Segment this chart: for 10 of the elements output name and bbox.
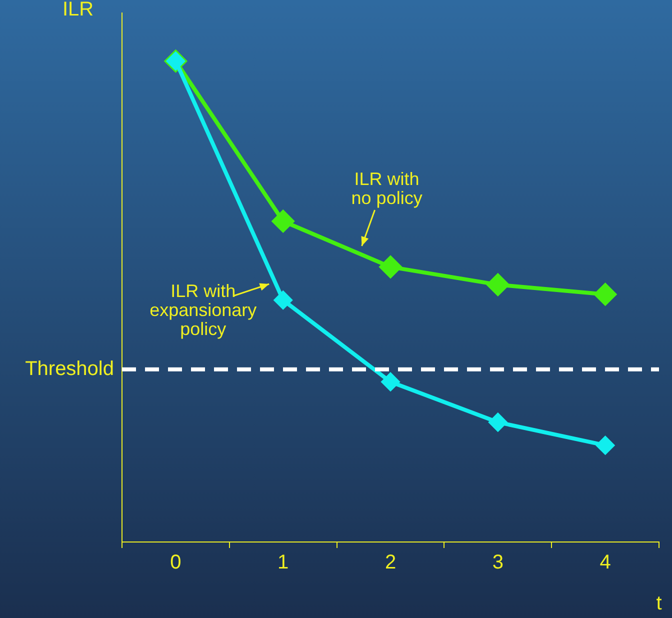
x-axis-title: t: [656, 592, 662, 615]
annotation: ILR with expansionary policy: [150, 280, 257, 339]
x-tick-label: 0: [170, 552, 182, 574]
ref-line-label: Threshold: [25, 358, 114, 380]
y-axis-title: ILR: [62, 0, 94, 21]
x-tick-label: 2: [384, 552, 396, 574]
x-tick-label: 1: [278, 552, 289, 574]
x-tick-label: 3: [492, 552, 504, 574]
x-tick-label: 4: [600, 552, 611, 574]
annotation: ILR with no policy: [351, 168, 422, 208]
